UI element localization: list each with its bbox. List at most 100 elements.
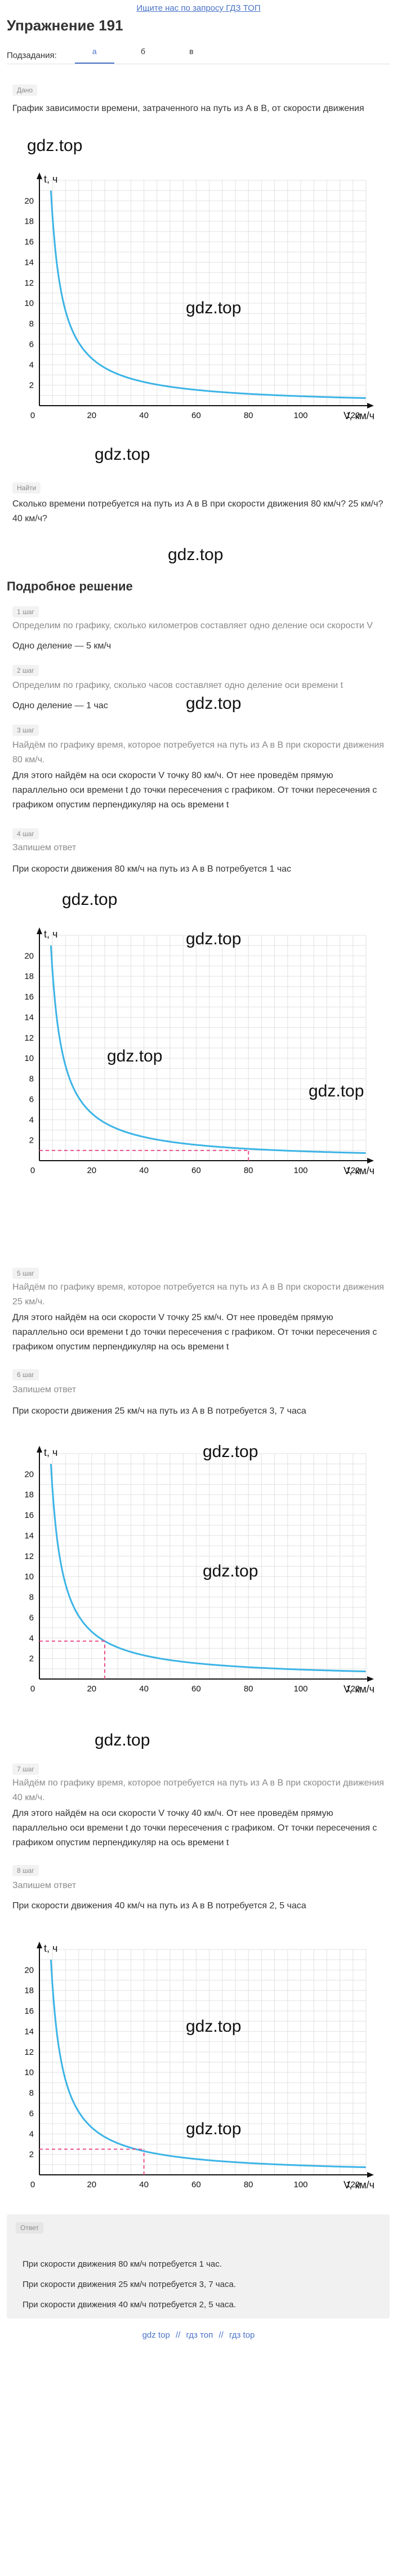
y-tick-label: 10 (24, 2068, 34, 2077)
chart-time-vs-speed-25: 2 4 6 8 10 12 14 16 18 20 0 20 40 60 80 100 120 t, ч V, км… (24, 1446, 374, 1695)
watermark: gdz.top (309, 1082, 364, 1100)
find-text: Сколько времени потребуется на путь из A… (12, 499, 383, 523)
find-tag: Найти (12, 482, 41, 494)
y-tick-label: 20 (24, 1469, 34, 1479)
x-tick-label: 20 (87, 1684, 96, 1694)
y-axis-label: t, ч (44, 1943, 57, 1954)
x-tick-label: 40 (139, 1684, 149, 1694)
watermark: gdz.top (95, 445, 150, 464)
watermark: gdz.top (186, 2120, 242, 2138)
x-tick-label: 60 (191, 1166, 201, 1175)
step-5-text: Для этого найдём на оси скорости V точку… (12, 1313, 377, 1352)
y-tick-label: 8 (29, 2089, 34, 2098)
x-tick-label: 0 (30, 1166, 35, 1175)
x-tick-label: 80 (244, 1166, 253, 1175)
y-tick-label: 8 (29, 319, 34, 329)
x-tick-label: 60 (191, 1684, 201, 1694)
x-tick-label: 120 (346, 411, 360, 420)
watermark: gdz.top (186, 299, 242, 317)
y-tick-label: 2 (29, 2150, 34, 2160)
x-tick-label: 100 (293, 411, 307, 420)
x-axis-label: V, км/ч (344, 1165, 374, 1176)
x-tick-label: 40 (139, 411, 149, 420)
y-tick-label: 10 (24, 1054, 34, 1063)
y-tick-label: 14 (24, 2027, 34, 2036)
y-tick-label: 2 (29, 1654, 34, 1664)
step-4-hint: Запишем ответ (12, 843, 77, 852)
step-7-tag: 7 шаг (12, 1764, 39, 1775)
watermark: gdz.top (186, 930, 242, 948)
answer-line-1: При скорости движения 80 км/ч потребуетс… (23, 2259, 222, 2269)
answer-line-3: При скорости движения 40 км/ч потребуетс… (23, 2300, 236, 2309)
y-tick-label: 4 (29, 1633, 34, 1643)
y-tick-label: 18 (24, 1490, 34, 1500)
x-tick-label: 80 (244, 2180, 253, 2189)
x-tick-label: 80 (244, 1684, 253, 1694)
x-tick-label: 60 (191, 2180, 201, 2189)
solution-title: Подробное решение (7, 579, 133, 593)
step-5-tag: 5 шаг (12, 1268, 39, 1279)
x-tick-label: 100 (293, 1166, 307, 1175)
y-tick-label: 18 (24, 972, 34, 981)
step-6-text: При скорости движения 25 км/ч на путь из… (12, 1406, 306, 1416)
subtask-tab-a[interactable]: а (70, 44, 119, 66)
x-tick-label: 20 (87, 411, 96, 420)
x-axis-arrow (367, 2172, 374, 2178)
x-tick-label: 40 (139, 1166, 149, 1175)
watermark: gdz.top (107, 1047, 163, 1065)
y-tick-label: 2 (29, 1136, 34, 1145)
given-text: График зависимости времени, затраченного… (12, 104, 364, 113)
step-2-hint: Определим по графику, сколько часов сост… (12, 681, 344, 690)
x-tick-label: 120 (346, 1684, 360, 1694)
bottom-link-1[interactable]: gdz top (142, 2330, 170, 2340)
x-tick-label: 40 (139, 2180, 149, 2189)
y-tick-label: 12 (24, 1552, 34, 1561)
watermark: gdz.top (203, 1442, 258, 1461)
x-tick-label: 100 (293, 2180, 307, 2189)
bottom-link-3[interactable]: гдз top (229, 2330, 255, 2340)
watermark: gdz.top (186, 2017, 242, 2036)
x-axis-label: V, км/ч (344, 1684, 374, 1695)
x-axis-arrow (367, 403, 374, 408)
y-tick-label: 6 (29, 1095, 34, 1104)
step-8-tag: 8 шаг (12, 1865, 39, 1876)
y-tick-label: 10 (24, 1572, 34, 1582)
chart-time-vs-speed-80: 2 4 6 8 10 12 14 16 18 20 0 20 40 60 80 100 120 t, ч V, км… (24, 927, 374, 1176)
y-tick-label: 4 (29, 1115, 34, 1125)
subtask-tab-b[interactable]: б (140, 47, 145, 56)
step-4-tag: 4 шаг (12, 828, 39, 840)
answer-tag: Ответ (16, 2222, 43, 2233)
step-7-hint: Найдём по графику время, которое потребу… (12, 1778, 384, 1802)
y-tick-label: 2 (29, 381, 34, 390)
y-tick-label: 8 (29, 1593, 34, 1602)
subtasks-label: Подзадания: (7, 50, 57, 60)
search-hint-link[interactable]: Ищите нас по запросу ГДЗ ТОП (136, 3, 261, 13)
x-axis-label: V, км/ч (344, 2179, 374, 2191)
step-7-text: Для этого найдём на оси скорости V точку… (12, 1809, 377, 1847)
y-tick-label: 14 (24, 1531, 34, 1540)
y-tick-label: 6 (29, 340, 34, 349)
watermark: gdz.top (203, 1562, 258, 1580)
x-tick-label: 0 (30, 1684, 35, 1694)
y-axis-label: t, ч (44, 1447, 57, 1458)
y-tick-label: 16 (24, 2006, 34, 2016)
y-tick-label: 20 (24, 1965, 34, 1975)
y-tick-label: 12 (24, 278, 34, 288)
chart-time-vs-speed-40: 2 4 6 8 10 12 14 16 18 20 0 20 40 60 80 100 120 t, ч V, км… (24, 1942, 374, 2191)
watermark: gdz.top (95, 1731, 150, 1749)
y-tick-label: 6 (29, 1613, 34, 1623)
subtask-tab-v[interactable]: в (189, 47, 194, 56)
bottom-link-2[interactable]: гдз топ (186, 2330, 213, 2340)
subtasks-bar: Подзадания: а б в (7, 44, 397, 66)
y-axis-label: t, ч (44, 929, 57, 940)
y-tick-label: 18 (24, 217, 34, 226)
y-axis-arrow (37, 1942, 42, 1948)
x-tick-label: 120 (346, 2180, 360, 2189)
series-line (50, 1960, 366, 2168)
step-8-hint: Запишем ответ (12, 1881, 77, 1890)
y-axis-arrow (37, 927, 42, 934)
y-axis-arrow (37, 1446, 42, 1453)
series-line (50, 1464, 366, 1672)
step-6-hint: Запишем ответ (12, 1385, 77, 1394)
x-tick-label: 20 (87, 2180, 96, 2189)
